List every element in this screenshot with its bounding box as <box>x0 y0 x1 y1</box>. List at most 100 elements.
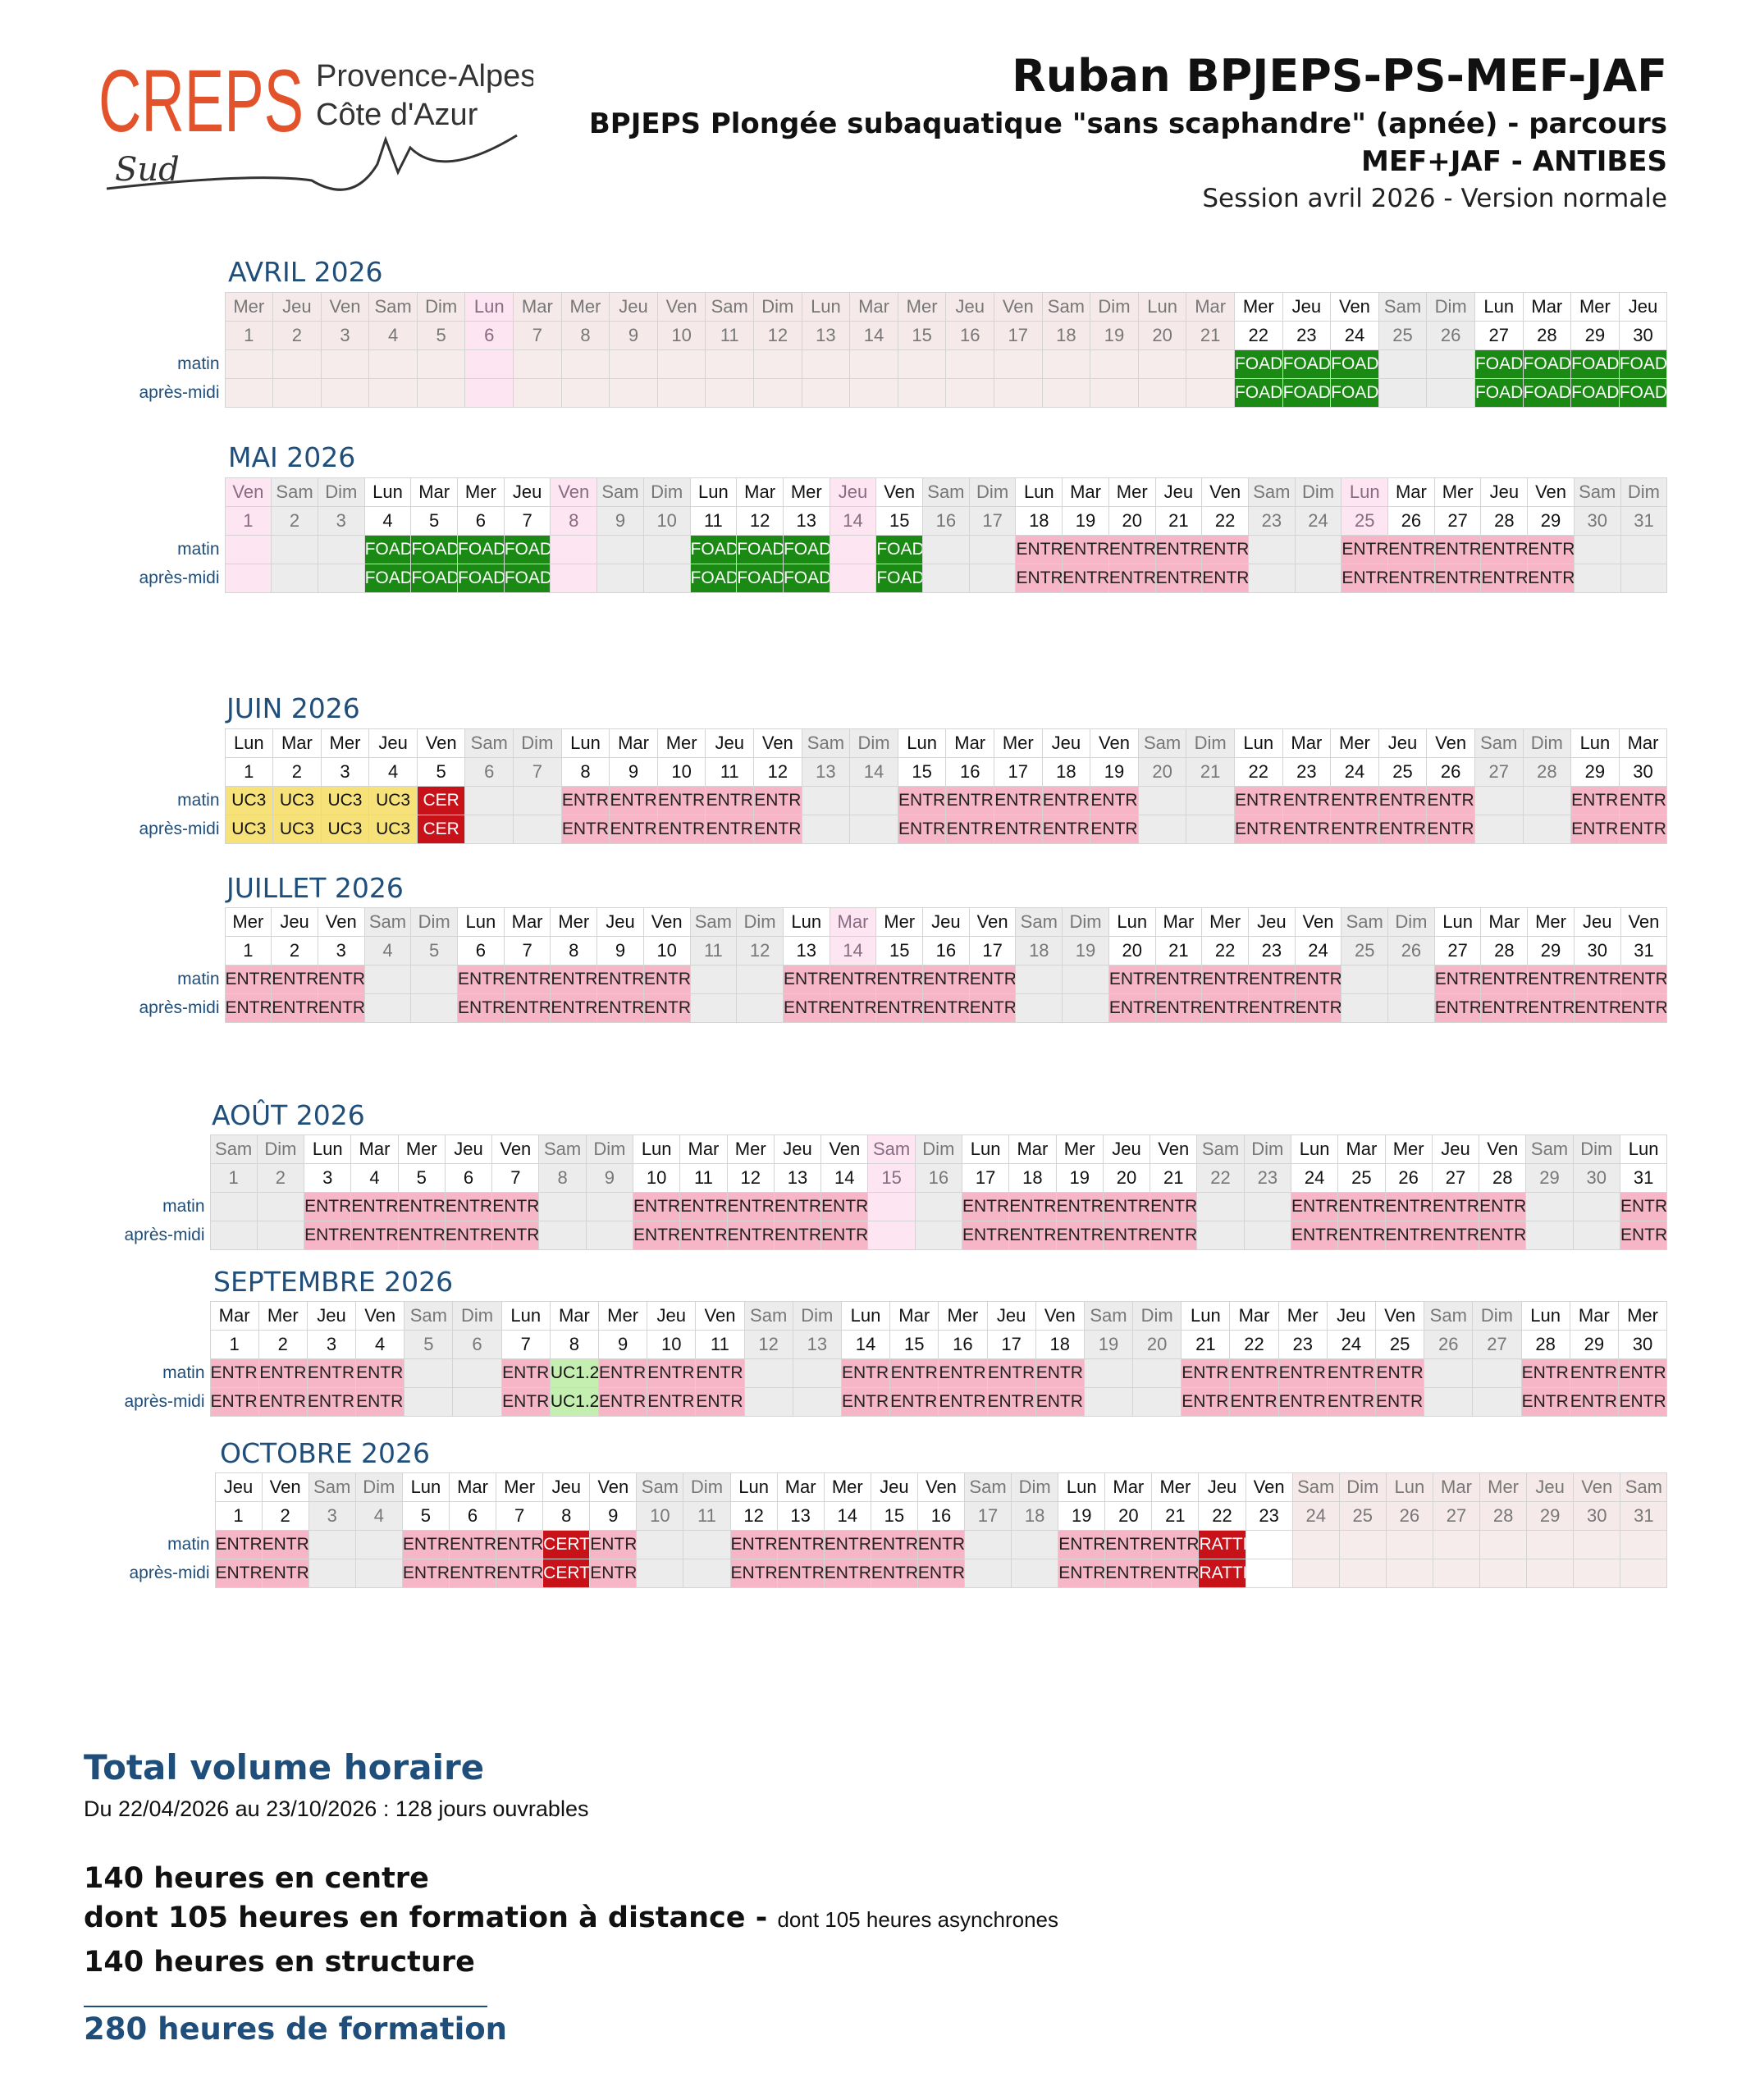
day-name: Lun <box>560 728 610 758</box>
day-number: 23 <box>1247 506 1296 536</box>
slot-cell: ENTR. <box>491 1221 540 1250</box>
day-name: Sam <box>1083 1301 1134 1331</box>
day-number: 16 <box>945 757 994 787</box>
slot-cell <box>801 349 851 379</box>
day-name: Dim <box>1186 728 1235 758</box>
slot-cell <box>1196 1192 1245 1221</box>
day-name: Mer <box>1570 292 1620 322</box>
slot-cell <box>1620 564 1668 593</box>
row-label <box>115 729 225 758</box>
day-name: Mer <box>496 1472 544 1502</box>
day-number: 26 <box>1387 506 1435 536</box>
day-number: 8 <box>549 1330 600 1359</box>
day-number: 8 <box>538 1163 587 1193</box>
day-number: 29 <box>1527 936 1575 966</box>
day-name: Sam <box>867 1134 916 1164</box>
slot-cell <box>464 815 514 844</box>
slot-cell: CERTI <box>542 1530 591 1559</box>
slot-cell: FOAD <box>1570 378 1620 408</box>
slot-cell: ENTR <box>889 1358 939 1388</box>
slot-cell <box>1432 1559 1481 1588</box>
day-number: 16 <box>922 506 970 536</box>
slot-cell: ENTR. <box>916 1530 966 1559</box>
slot-cell <box>1137 815 1187 844</box>
slot-cell: ENTR. <box>355 1358 405 1388</box>
slot-cell: ENTR <box>1041 815 1091 844</box>
day-name: Jeu <box>705 728 755 758</box>
slot-cell <box>1015 965 1063 994</box>
day-number: 30 <box>1573 506 1621 536</box>
day-name: Lun <box>363 477 412 507</box>
day-name-row: Mar Mer Jeu Ven Sam Dim Lun Mar Mer Jeu Ven Sam Dim L… <box>107 1301 1668 1331</box>
slot-cell <box>656 349 706 379</box>
slot-cell <box>452 1358 502 1388</box>
day-name: Mer <box>457 477 505 507</box>
day-number: 9 <box>609 757 658 787</box>
day-number: 27 <box>1474 757 1524 787</box>
slot-cell: ENTR. <box>679 1221 728 1250</box>
slot-cell: ENTR. <box>729 1559 778 1588</box>
slot-cell <box>452 1387 502 1417</box>
slot-cell: ENTR <box>897 815 947 844</box>
day-name: Lun <box>1474 292 1524 322</box>
day-number: 15 <box>875 936 924 966</box>
month-calendar-aout: Sam Dim Lun Mar Mer Jeu Ven Sam Dim Lun Mar Mer Jeu V… <box>107 1134 1668 1250</box>
slot-cell <box>849 378 898 408</box>
day-name: Sam <box>922 477 970 507</box>
slot-cell <box>1385 1530 1433 1559</box>
slot-cell <box>596 564 644 593</box>
slot-cell: ENTR. <box>1326 1387 1377 1417</box>
slot-cell <box>1522 815 1572 844</box>
slot-cell <box>1291 1559 1340 1588</box>
slot-cell: FOAD <box>457 535 505 564</box>
day-name: Sam <box>1474 728 1524 758</box>
slot-cell: ENTR <box>829 993 877 1023</box>
day-number-row: 1 2 3 4 5 6 7 8 9 10 11 12 13 14 15 16 17 18 19 20 21 22 23 24 2… <box>115 321 1668 350</box>
day-name: Mar <box>776 1472 825 1502</box>
day-number: 12 <box>743 1330 793 1359</box>
slot-cell: ENTR <box>609 786 658 815</box>
totals-divider <box>84 2006 487 2007</box>
day-name: Ven <box>656 292 706 322</box>
slot-cell: FOAD <box>1522 349 1572 379</box>
slot-cell: ENTR. <box>1278 1387 1328 1417</box>
row-label: matin <box>167 1535 210 1554</box>
slot-cell: FOAD <box>1522 378 1572 408</box>
day-name: Mer <box>258 1301 308 1331</box>
day-number: 30 <box>1617 1330 1668 1359</box>
day-number: 11 <box>683 1501 731 1531</box>
slot-cell <box>1041 378 1091 408</box>
day-number: 20 <box>1104 1501 1153 1531</box>
slot-cell: ENTR <box>560 786 610 815</box>
slot-cell <box>1186 786 1235 815</box>
day-number: 5 <box>416 757 466 787</box>
day-number: 27 <box>1432 1501 1481 1531</box>
day-name: Lun <box>401 1472 450 1502</box>
slot-cell <box>801 815 851 844</box>
day-number: 21 <box>1181 1330 1231 1359</box>
slot-cell <box>224 378 274 408</box>
slot-cell <box>1474 786 1524 815</box>
day-name: Ven <box>355 1301 405 1331</box>
slot-cell: UC3 <box>368 815 418 844</box>
slot-cell <box>596 535 644 564</box>
slot-cell: ENTR. <box>306 1387 357 1417</box>
day-name: Lun <box>1290 1134 1339 1164</box>
day-number: 28 <box>1480 936 1529 966</box>
slot-cell: ENTR. <box>261 1530 309 1559</box>
day-number: 21 <box>1186 321 1235 350</box>
slot-cell: ENTR <box>1573 993 1621 1023</box>
slot-cell: ENTR <box>1387 535 1435 564</box>
day-name: Mar <box>1522 292 1572 322</box>
slot-cell: ENTR. <box>695 1358 745 1388</box>
day-name: Ven <box>1573 1472 1621 1502</box>
slot-cell: ENTR. <box>938 1358 988 1388</box>
day-number: 18 <box>1041 321 1091 350</box>
slot-cell <box>945 378 994 408</box>
slot-cell: ENTR <box>500 1387 551 1417</box>
slot-cell <box>1387 965 1435 994</box>
day-number: 17 <box>963 1501 1012 1531</box>
day-number: 25 <box>1374 1330 1425 1359</box>
slot-cell: ENTR. <box>1426 815 1475 844</box>
day-name: Sam <box>1291 1472 1340 1502</box>
